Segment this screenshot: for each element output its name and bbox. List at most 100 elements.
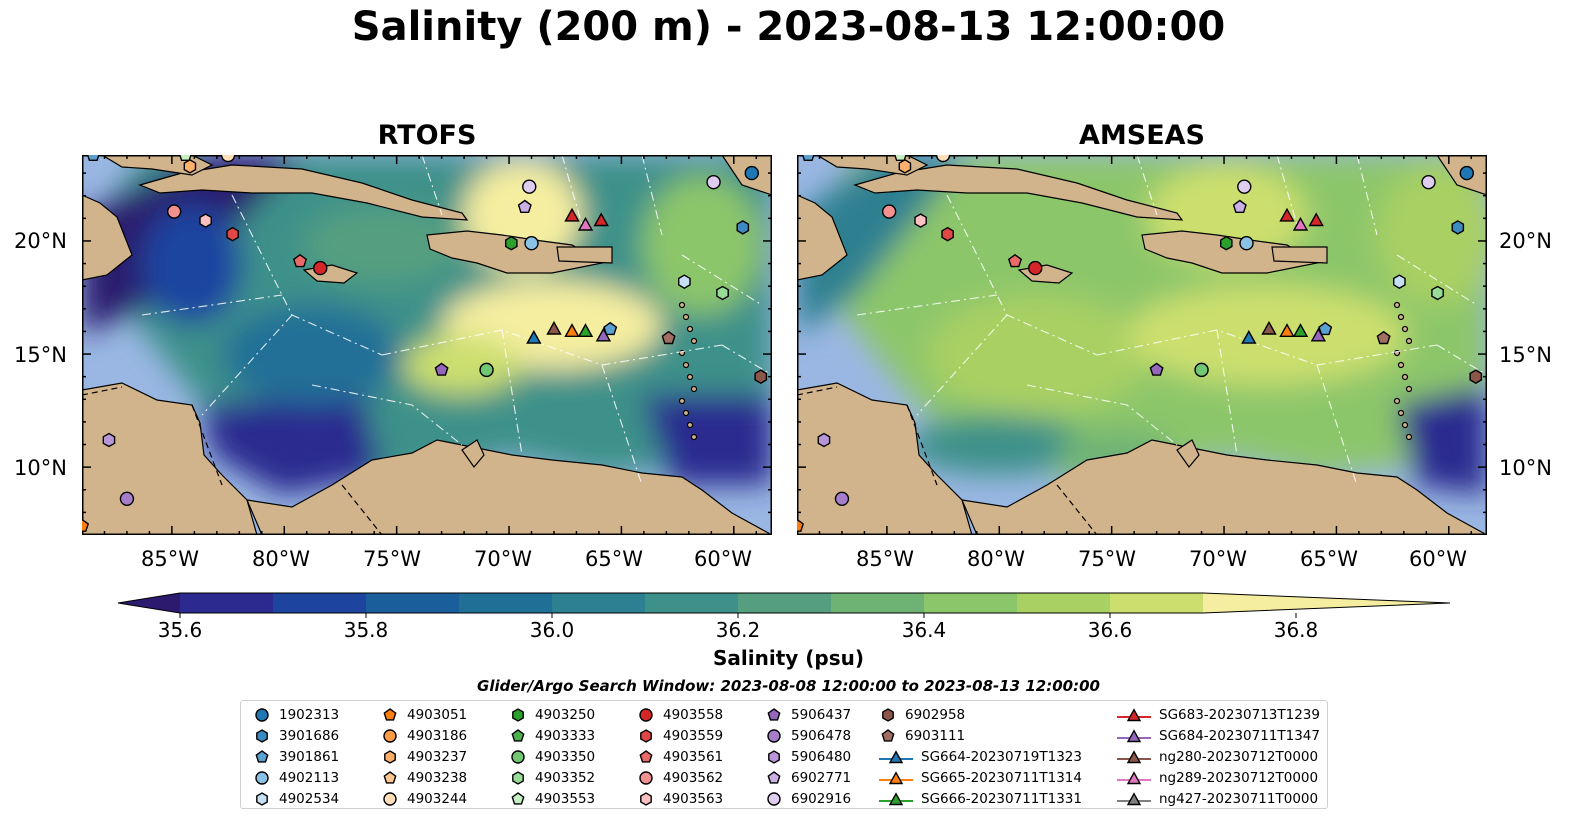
legend-marker[interactable]: [512, 707, 524, 722]
legend-marker[interactable]: [383, 770, 397, 784]
marker-5906480[interactable]: [102, 432, 116, 448]
legend-marker[interactable]: [1126, 791, 1142, 805]
legend-marker[interactable]: [767, 770, 781, 784]
marker-4903561[interactable]: [1007, 253, 1023, 268]
marker-4903250[interactable]: [1220, 235, 1233, 251]
marker-3901686[interactable]: [1451, 220, 1465, 235]
legend-marker[interactable]: [767, 707, 781, 721]
legend-marker[interactable]: [383, 728, 397, 743]
marker-4903352[interactable]: [1431, 285, 1444, 301]
marker-4903553[interactable]: [893, 147, 908, 162]
legend-marker[interactable]: [383, 707, 397, 721]
map-panel-left[interactable]: [74, 147, 773, 536]
legend-marker[interactable]: [882, 707, 894, 722]
legend-marker[interactable]: [255, 749, 269, 763]
marker-4903562[interactable]: [881, 204, 897, 219]
marker-4903559[interactable]: [226, 226, 239, 242]
legend-marker[interactable]: [384, 749, 396, 764]
legend-marker[interactable]: [640, 728, 652, 743]
marker-3901861[interactable]: [1318, 321, 1333, 336]
legend-marker[interactable]: [383, 791, 397, 806]
marker-4902534[interactable]: [1393, 274, 1406, 290]
marker-SG665-20230711T1314[interactable]: [1279, 323, 1295, 338]
marker-SG665-20230711T1314[interactable]: [564, 323, 580, 338]
legend-marker[interactable]: [1126, 728, 1142, 742]
marker-SG684-20230711T1347[interactable]: [595, 327, 612, 342]
legend-marker[interactable]: [767, 791, 781, 806]
marker-4903562[interactable]: [166, 204, 182, 219]
legend-marker[interactable]: [640, 791, 652, 806]
legend-marker[interactable]: [512, 770, 524, 785]
legend-marker[interactable]: [639, 770, 653, 785]
marker-6902771[interactable]: [1232, 199, 1247, 213]
marker-3901861[interactable]: [86, 147, 101, 162]
legend-marker[interactable]: [511, 791, 525, 805]
legend-marker[interactable]: [1126, 749, 1142, 763]
marker-4903352[interactable]: [716, 285, 729, 301]
legend-marker[interactable]: [511, 728, 525, 742]
legend-marker[interactable]: [768, 749, 780, 764]
legend-marker[interactable]: [888, 791, 904, 805]
marker-6902771[interactable]: [517, 199, 532, 213]
marker-ng280-20230712T0000[interactable]: [1261, 320, 1277, 335]
marker-6903111[interactable]: [661, 330, 676, 345]
marker-1902313[interactable]: [1459, 165, 1474, 181]
marker-SG684-20230711T1347[interactable]: [1310, 327, 1327, 342]
marker-SG683-20230713T1239[interactable]: [593, 212, 609, 227]
marker-SG664-20230719T1323[interactable]: [526, 329, 542, 344]
legend-marker[interactable]: [881, 728, 895, 742]
marker-SG683-20230713T1239[interactable]: [1279, 207, 1295, 222]
marker-5906478[interactable]: [119, 491, 135, 507]
marker-SG683-20230713T1239[interactable]: [564, 207, 580, 222]
legend-marker[interactable]: [639, 749, 653, 763]
legend-marker[interactable]: [256, 728, 268, 743]
marker-4903563[interactable]: [914, 213, 927, 228]
legend-marker[interactable]: [639, 707, 653, 722]
legend-marker[interactable]: [256, 791, 268, 806]
legend-marker[interactable]: [1126, 707, 1142, 721]
legend-marker[interactable]: [511, 749, 525, 764]
marker-6902916[interactable]: [522, 179, 537, 194]
marker-4903559[interactable]: [941, 226, 954, 242]
marker-SG666-20230711T1331[interactable]: [577, 323, 594, 338]
marker-6902958[interactable]: [754, 369, 768, 385]
marker-4903558[interactable]: [313, 260, 328, 276]
marker-4903563[interactable]: [199, 213, 212, 228]
marker-ng289-20230712T0000[interactable]: [577, 216, 594, 231]
marker-6902916[interactable]: [1237, 179, 1252, 194]
marker-4903244[interactable]: [935, 147, 951, 163]
marker-ng289-20230712T0000[interactable]: [1292, 216, 1309, 231]
marker-1902313[interactable]: [744, 165, 759, 181]
legend-marker[interactable]: [767, 728, 781, 743]
legend-marker[interactable]: [888, 749, 904, 763]
marker-4903237[interactable]: [183, 158, 197, 174]
marker-SG683-20230713T1239[interactable]: [1308, 212, 1324, 227]
marker-5906437[interactable]: [1149, 362, 1164, 376]
marker-6902916[interactable]: [706, 174, 721, 190]
marker-4903237[interactable]: [898, 158, 912, 174]
marker-5906437[interactable]: [434, 362, 449, 376]
marker-SG666-20230711T1331[interactable]: [1292, 323, 1309, 338]
legend-marker[interactable]: [888, 770, 904, 784]
legend-marker[interactable]: [1126, 770, 1142, 784]
marker-ng280-20230712T0000[interactable]: [546, 320, 562, 335]
legend-marker[interactable]: [255, 707, 269, 722]
marker-4903558[interactable]: [1028, 260, 1043, 276]
marker-4902113[interactable]: [1239, 236, 1254, 251]
marker-5906478[interactable]: [834, 491, 850, 507]
marker-SG664-20230719T1323[interactable]: [1241, 329, 1257, 344]
marker-6903111[interactable]: [1376, 330, 1391, 345]
marker-4903350[interactable]: [1194, 362, 1209, 378]
marker-3901686[interactable]: [736, 220, 750, 235]
marker-4902534[interactable]: [678, 274, 691, 290]
marker-4903250[interactable]: [505, 235, 518, 251]
marker-3901861[interactable]: [801, 147, 816, 162]
marker-4902113[interactable]: [524, 236, 539, 251]
marker-4903350[interactable]: [479, 362, 494, 378]
marker-3901861[interactable]: [603, 321, 618, 336]
marker-5906480[interactable]: [817, 432, 831, 448]
marker-4903561[interactable]: [292, 253, 308, 268]
legend-marker[interactable]: [255, 770, 269, 785]
marker-6902916[interactable]: [1421, 174, 1436, 190]
marker-4903553[interactable]: [178, 147, 193, 162]
